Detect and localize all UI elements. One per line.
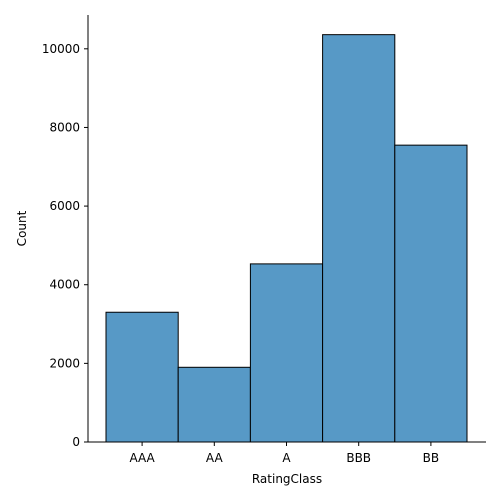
x-axis-label: RatingClass [252,472,322,486]
y-axis-label: Count [15,210,29,246]
bars-group [105,34,468,443]
y-ticks-group: 0 2000 4000 6000 8000 10000 [42,42,88,449]
x-tick-label: BB [423,451,439,465]
y-tick-label: 0 [72,435,80,449]
x-ticks-group: AAA AA A BBB BB [129,442,439,465]
bar-a [249,263,324,443]
y-tick-label: 2000 [49,356,80,370]
x-tick-label: AAA [129,451,155,465]
y-tick-label: 4000 [49,278,80,292]
bar-bbb [322,34,396,443]
y-tick-label: 8000 [49,120,80,134]
x-tick-label: BBB [346,451,371,465]
x-tick-label: AA [206,451,224,465]
bar-aa [177,366,251,443]
bar-bb [394,144,468,443]
y-tick-label: 10000 [42,42,80,56]
x-tick-label: A [282,451,291,465]
bar-aaa [105,311,179,443]
y-tick-label: 6000 [49,199,80,213]
